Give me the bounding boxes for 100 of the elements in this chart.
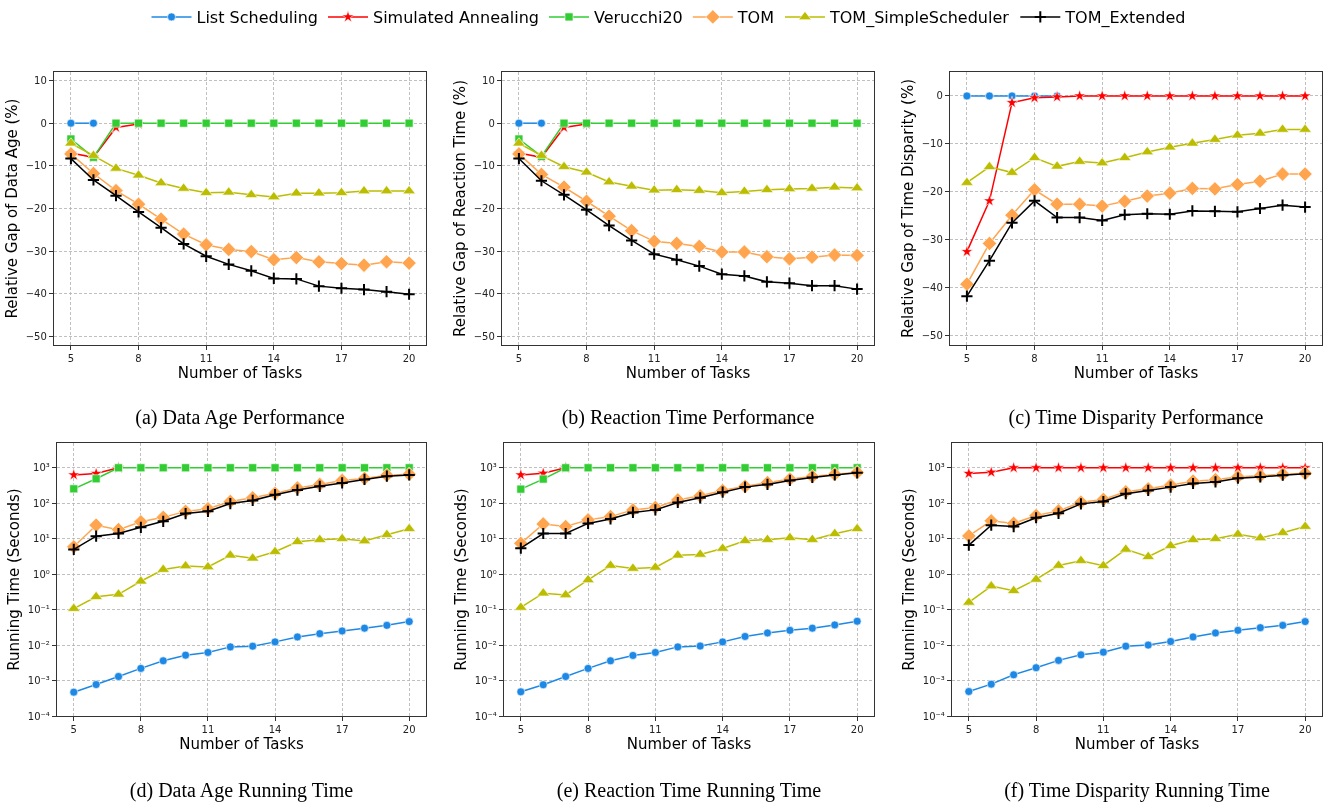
legend-label: List Scheduling <box>196 8 318 28</box>
y-axis-title: Relative Gap of Time Disparity (%) <box>899 78 918 339</box>
x-tick-label: 11 <box>647 353 661 365</box>
legend-label: TOM <box>736 8 774 28</box>
y-tick-label: −40 <box>25 288 47 300</box>
y-tick-label: 10⁻⁴ <box>27 710 50 722</box>
x-tick-label: 5 <box>515 353 523 365</box>
x-tick-label: 14 <box>715 353 729 365</box>
y-tick-label: −10 <box>473 160 495 172</box>
y-tick-label: 10 <box>482 75 495 87</box>
y-tick-label: −50 <box>25 330 47 342</box>
x-tick-label: 11 <box>648 724 662 736</box>
x-axis-title: Number of Tasks <box>625 364 751 383</box>
y-tick-label: 10² <box>480 497 497 509</box>
y-tick-label: 10⁻¹ <box>474 604 497 616</box>
y-tick-label: 0 <box>40 117 47 129</box>
x-tick-label: 20 <box>1298 353 1312 365</box>
legend-label: TOM_Extended <box>1064 8 1186 29</box>
y-axis-title: Running Time (Seconds) <box>452 488 471 671</box>
y-tick-label: 10⁻³ <box>474 675 497 687</box>
y-tick-label: 10 <box>34 75 47 87</box>
y-tick-label: −20 <box>473 203 495 214</box>
text: (e) Reaction Time Running Time <box>556 779 822 802</box>
y-tick-label: −10 <box>25 160 47 172</box>
x-tick-label: 14 <box>267 353 281 365</box>
x-tick-label: 11 <box>1096 724 1110 736</box>
y-tick-label: 10³ <box>480 462 497 474</box>
x-tick-label: 8 <box>137 724 145 736</box>
x-tick-label: 8 <box>1031 353 1038 365</box>
x-tick-label: 8 <box>1032 724 1040 736</box>
x-tick-label: 20 <box>850 353 864 365</box>
x-axis-title: Number of Tasks <box>626 735 752 754</box>
y-tick-label: 10⁰ <box>928 568 945 580</box>
y-tick-label: −10 <box>921 138 943 150</box>
y-tick-label: 10⁻³ <box>27 675 50 687</box>
y-tick-label: 10¹ <box>928 533 945 545</box>
y-tick-label: −50 <box>921 329 943 341</box>
x-tick-label: 14 <box>1164 724 1178 736</box>
y-tick-label: −30 <box>473 245 495 257</box>
x-tick-label: 20 <box>402 724 416 736</box>
y-tick-label: −20 <box>921 186 943 198</box>
y-tick-label: 10⁻² <box>27 639 50 651</box>
x-tick-label: 5 <box>517 724 525 736</box>
legend-label: TOM_SimpleScheduler <box>828 8 1010 29</box>
y-tick-label: 10⁻³ <box>922 675 945 687</box>
y-tick-label: 0 <box>936 90 943 102</box>
x-tick-label: 17 <box>335 353 348 365</box>
y-tick-label: −40 <box>473 288 495 300</box>
x-tick-label: 8 <box>583 353 590 365</box>
x-tick-label: 17 <box>783 353 796 365</box>
legend-label: Simulated Annealing <box>372 8 539 28</box>
x-axis-title: Number of Tasks <box>179 735 304 754</box>
legend-label: Verucchi20 <box>593 8 683 28</box>
x-tick-label: 8 <box>584 724 592 736</box>
x-tick-label: 5 <box>67 353 75 365</box>
x-axis-title: Number of Tasks <box>177 364 303 383</box>
y-tick-label: 10³ <box>928 462 945 474</box>
x-axis-title: Number of Tasks <box>1074 735 1200 754</box>
y-axis-title: Relative Gap of Reaction Time (%) <box>451 80 470 337</box>
x-tick-label: 11 <box>1095 353 1109 365</box>
x-tick-label: 20 <box>1298 724 1312 736</box>
x-tick-label: 17 <box>335 724 349 736</box>
y-tick-label: −30 <box>25 245 47 257</box>
y-axis-title: Running Time (Seconds) <box>5 488 24 671</box>
text: (a) Data Age Performance <box>135 406 345 429</box>
y-axis-title: Running Time (Seconds) <box>900 488 919 671</box>
y-tick-label: 10¹ <box>33 533 50 545</box>
x-tick-label: 5 <box>70 724 77 736</box>
y-tick-label: −20 <box>25 203 47 214</box>
x-tick-label: 11 <box>201 724 215 736</box>
y-tick-label: 0 <box>488 117 495 129</box>
y-tick-label: −40 <box>921 282 943 294</box>
y-tick-label: 10⁻⁴ <box>922 710 945 722</box>
y-tick-label: 10⁻² <box>474 639 497 651</box>
x-axis-title: Number of Tasks <box>1073 364 1199 383</box>
x-tick-label: 14 <box>716 724 730 736</box>
y-tick-label: 10⁰ <box>480 568 497 580</box>
y-tick-label: 10⁻¹ <box>27 604 50 616</box>
x-tick-label: 17 <box>1231 724 1245 736</box>
x-tick-label: 20 <box>402 353 416 365</box>
y-tick-label: 10² <box>33 497 50 509</box>
x-tick-label: 17 <box>783 724 797 736</box>
y-tick-label: 10² <box>928 497 945 509</box>
x-tick-label: 20 <box>850 724 864 736</box>
x-tick-label: 17 <box>1231 353 1244 365</box>
x-tick-label: 14 <box>1163 353 1177 365</box>
y-tick-label: −30 <box>921 234 943 246</box>
text: (f) Time Disparity Running Time <box>1004 779 1270 802</box>
x-tick-label: 5 <box>963 353 971 365</box>
y-tick-label: 10⁻² <box>922 639 945 651</box>
text: (b) Reaction Time Performance <box>561 406 815 429</box>
y-tick-label: 10⁰ <box>33 568 50 580</box>
y-tick-label: 10⁻⁴ <box>474 710 497 722</box>
text: (c) Time Disparity Performance <box>1008 406 1264 429</box>
y-tick-label: 10³ <box>33 462 50 474</box>
y-tick-label: −50 <box>473 330 495 342</box>
x-tick-label: 11 <box>199 353 213 365</box>
x-tick-label: 14 <box>268 724 282 736</box>
y-axis-title: Relative Gap of Data Age (%) <box>3 98 22 319</box>
y-tick-label: 10¹ <box>480 533 497 545</box>
